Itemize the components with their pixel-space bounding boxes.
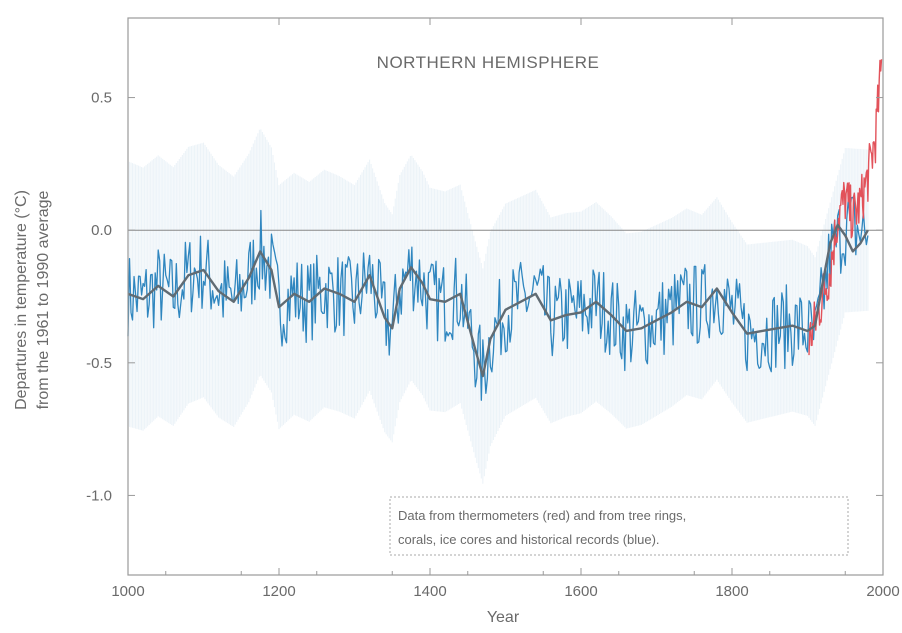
x-tick-label: 2000	[866, 583, 899, 600]
legend-line-2: corals, ice cores and historical records…	[398, 532, 660, 547]
chart-title: NORTHERN HEMISPHERE	[377, 53, 600, 72]
legend-line-1: Data from thermometers (red) and from tr…	[398, 508, 686, 523]
y-tick-label: 0.0	[91, 222, 112, 239]
y-tick-label: -1.0	[86, 487, 112, 504]
x-tick-label: 1200	[262, 583, 295, 600]
axis-ticks: 1000 1200 1400 1600 1800 2000 0.5 0.0 -0.5 -1.0	[86, 18, 900, 600]
x-tick-label: 1000	[111, 583, 144, 600]
x-tick-label: 1400	[413, 583, 446, 600]
y-tick-label: -0.5	[86, 355, 112, 372]
instrumental-series	[808, 59, 883, 356]
x-axis-title: Year	[487, 609, 520, 626]
smoothed-line	[127, 223, 869, 378]
instrumental-line	[808, 59, 883, 356]
plot-frame	[127, 17, 884, 576]
y-tick-label: 0.5	[91, 90, 112, 107]
x-tick-label: 1600	[564, 583, 597, 600]
y-axis-title-line-2: from the 1961 to 1990 average	[35, 190, 52, 409]
y-axis-title-line-1: Departures in temperature (°C)	[13, 190, 30, 410]
smoothed-series	[127, 223, 869, 378]
x-tick-label: 1800	[715, 583, 748, 600]
legend-frame	[389, 496, 849, 556]
legend-box: Data from thermometers (red) and from tr…	[389, 496, 849, 556]
y-axis-title: Departures in temperature (°C) from the …	[13, 190, 52, 410]
